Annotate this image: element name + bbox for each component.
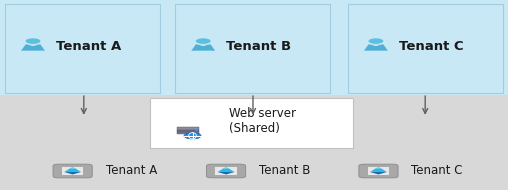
Polygon shape [70, 167, 75, 168]
FancyBboxPatch shape [206, 164, 246, 178]
Polygon shape [364, 44, 388, 51]
Polygon shape [217, 172, 235, 174]
Text: Tenant A: Tenant A [56, 40, 121, 53]
Polygon shape [0, 95, 508, 190]
FancyBboxPatch shape [348, 4, 503, 93]
Text: Tenant B: Tenant B [226, 40, 291, 53]
FancyBboxPatch shape [177, 127, 199, 130]
Polygon shape [376, 167, 381, 168]
FancyBboxPatch shape [175, 4, 330, 93]
Polygon shape [224, 167, 229, 168]
FancyBboxPatch shape [53, 164, 92, 178]
Polygon shape [217, 168, 235, 172]
FancyBboxPatch shape [177, 132, 199, 134]
FancyBboxPatch shape [5, 4, 160, 93]
FancyBboxPatch shape [215, 167, 237, 175]
Polygon shape [21, 44, 45, 51]
Text: Tenant C: Tenant C [399, 40, 463, 53]
Circle shape [368, 38, 384, 44]
Polygon shape [370, 168, 387, 172]
Polygon shape [0, 0, 508, 95]
FancyBboxPatch shape [359, 164, 398, 178]
Polygon shape [64, 172, 81, 174]
Circle shape [195, 128, 198, 129]
Polygon shape [26, 44, 40, 46]
Text: Web server
(Shared): Web server (Shared) [229, 107, 296, 135]
Polygon shape [64, 168, 81, 172]
FancyBboxPatch shape [62, 167, 83, 175]
Text: Tenant A: Tenant A [106, 165, 157, 177]
Text: Tenant C: Tenant C [411, 165, 463, 177]
Polygon shape [196, 44, 210, 46]
FancyBboxPatch shape [150, 98, 353, 148]
FancyBboxPatch shape [177, 130, 199, 132]
FancyBboxPatch shape [368, 167, 389, 175]
Polygon shape [192, 44, 215, 51]
Polygon shape [369, 44, 383, 46]
Circle shape [195, 133, 198, 134]
Circle shape [184, 133, 201, 139]
Circle shape [196, 38, 211, 44]
Text: Tenant B: Tenant B [259, 165, 310, 177]
Circle shape [25, 38, 41, 44]
Polygon shape [370, 172, 387, 174]
Circle shape [195, 130, 198, 131]
